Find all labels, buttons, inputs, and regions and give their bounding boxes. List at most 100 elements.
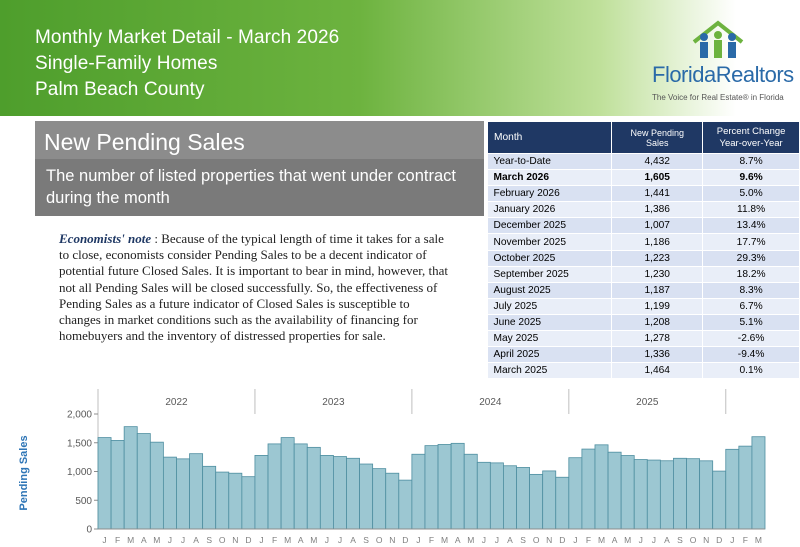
- table-row: Year-to-Date 4,432 8.7%: [487, 153, 800, 171]
- bar: [424, 445, 439, 530]
- y-tick-label: 1,000: [67, 467, 92, 478]
- bar: [712, 470, 727, 530]
- x-tick-label: M: [441, 535, 448, 545]
- table-row: April 2025 1,336 -9.4%: [487, 346, 800, 364]
- bar: [516, 467, 530, 530]
- x-tick-label: J: [730, 535, 734, 545]
- year-label: 2025: [636, 397, 659, 408]
- logo-wordmark: FloridaRealtors: [652, 62, 794, 87]
- row-month: March 2025: [487, 362, 613, 380]
- col-value-header: New Pending Sales: [611, 121, 704, 154]
- bar: [620, 455, 635, 530]
- x-tick-label: O: [690, 535, 697, 545]
- bar: [581, 448, 596, 530]
- metric-description-band: [35, 159, 484, 216]
- x-tick-label: M: [284, 535, 291, 545]
- x-tick-label: J: [168, 535, 172, 545]
- bar: [280, 437, 295, 530]
- report-county: Palm Beach County: [35, 79, 205, 100]
- bar: [398, 479, 413, 530]
- bar: [463, 453, 478, 530]
- row-value: 1,441: [611, 185, 704, 203]
- bar: [319, 455, 334, 530]
- bar: [659, 460, 674, 530]
- year-label: 2023: [322, 397, 345, 408]
- x-tick-label: A: [193, 535, 199, 545]
- row-month: May 2025: [487, 330, 613, 348]
- row-value: 1,186: [611, 233, 704, 251]
- x-tick-label: J: [639, 535, 643, 545]
- year-label: 2024: [479, 397, 502, 408]
- x-tick-label: O: [376, 535, 383, 545]
- bar: [489, 462, 504, 530]
- row-pct: 29.3%: [702, 250, 800, 267]
- florida-realtors-logo: FloridaRealtors The Voice for Real Estat…: [640, 18, 800, 108]
- metric-panel: New Pending Sales The number of listed p…: [35, 121, 484, 216]
- metric-description: The number of listed properties that wen…: [46, 167, 456, 207]
- table-row: August 2025 1,187 8.3%: [487, 282, 800, 299]
- x-tick-label: M: [127, 535, 134, 545]
- x-tick-label: M: [598, 535, 605, 545]
- row-value: 1,605: [611, 169, 704, 187]
- bar: [254, 455, 269, 530]
- x-tick-label: J: [102, 535, 106, 545]
- bar: [633, 459, 648, 530]
- table-row: September 2025 1,230 18.2%: [487, 266, 800, 283]
- col-pct-header: Percent Change Year-over-Year: [702, 121, 800, 154]
- x-tick-label: A: [664, 535, 670, 545]
- x-tick-label: S: [520, 535, 526, 545]
- bar: [437, 444, 452, 530]
- row-value: 4,432: [611, 153, 704, 171]
- row-month: February 2026: [487, 185, 613, 203]
- row-pct: 17.7%: [702, 233, 800, 251]
- x-tick-label: S: [363, 535, 369, 545]
- row-value: 1,187: [611, 282, 704, 299]
- table-row: December 2025 1,007 13.4%: [487, 217, 800, 235]
- row-pct: 0.1%: [702, 362, 800, 380]
- bar: [594, 444, 609, 530]
- table-row: November 2025 1,186 17.7%: [487, 233, 800, 251]
- bar: [542, 470, 557, 530]
- realtors-people-icon: [692, 20, 744, 58]
- year-label: 2022: [165, 397, 188, 408]
- x-tick-label: J: [325, 535, 329, 545]
- bar: [162, 456, 177, 530]
- x-tick-label: O: [219, 535, 226, 545]
- report-title: Monthly Market Detail - March 2026: [35, 27, 340, 48]
- x-tick-label: N: [546, 535, 552, 545]
- x-tick-label: F: [115, 535, 120, 545]
- x-tick-label: A: [350, 535, 356, 545]
- economists-note-lead: Economists' note: [59, 231, 152, 246]
- bar: [450, 442, 465, 530]
- row-month: April 2025: [487, 346, 613, 364]
- row-pct: 5.0%: [702, 185, 800, 203]
- x-tick-label: F: [743, 535, 748, 545]
- row-value: 1,007: [611, 217, 704, 235]
- x-tick-label: S: [677, 535, 683, 545]
- bar: [215, 471, 230, 530]
- row-month: June 2025: [487, 314, 613, 332]
- x-tick-label: N: [703, 535, 709, 545]
- row-value: 1,199: [611, 298, 704, 315]
- row-month: March 2026: [487, 169, 613, 187]
- row-pct: 6.7%: [702, 298, 800, 315]
- bar: [646, 459, 661, 530]
- x-tick-label: J: [259, 535, 263, 545]
- x-tick-label: O: [533, 535, 540, 545]
- table-row: July 2025 1,199 6.7%: [487, 298, 800, 315]
- x-tick-label: F: [586, 535, 591, 545]
- x-tick-label: S: [206, 535, 212, 545]
- table-row: January 2026 1,386 11.8%: [487, 201, 800, 219]
- bar: [476, 461, 491, 530]
- logo-tagline: The Voice for Real Estate® in Florida: [652, 93, 784, 102]
- row-month: January 2026: [487, 201, 613, 219]
- x-tick-label: M: [310, 535, 317, 545]
- row-pct: 8.7%: [702, 153, 800, 171]
- bar: [346, 457, 360, 530]
- table-row: March 2026 1,605 9.6%: [487, 169, 800, 187]
- y-axis-label: Pending Sales: [18, 435, 30, 510]
- bar: [136, 433, 151, 530]
- x-tick-label: N: [232, 535, 238, 545]
- bar: [411, 453, 426, 530]
